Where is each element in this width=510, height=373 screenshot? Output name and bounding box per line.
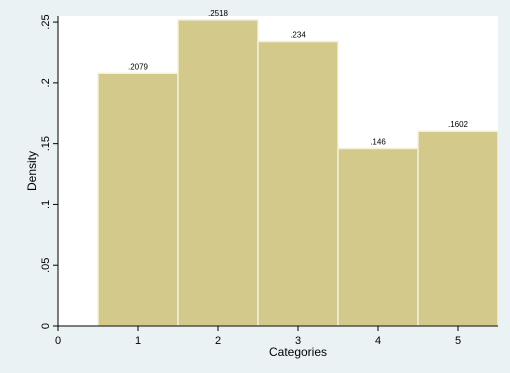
data-label-1: .2079 <box>128 62 149 71</box>
x-tick-label: 1 <box>135 335 141 347</box>
data-label-2: .2518 <box>208 9 229 18</box>
x-tick-label: 0 <box>55 335 61 347</box>
bar-4 <box>337 147 419 327</box>
data-label-5: .1602 <box>448 120 469 129</box>
y-tick-label: .1 <box>40 200 52 209</box>
x-tick-label: 4 <box>375 335 381 347</box>
x-tick-label: 3 <box>295 335 301 347</box>
data-labels-group: .2079 .2518 .234 .146 .1602 <box>128 9 469 147</box>
x-ticks-group: 0 1 2 3 4 5 <box>55 326 461 347</box>
x-tick-label: 5 <box>455 335 461 347</box>
y-axis-title: Density <box>25 151 39 191</box>
y-tick-label: .2 <box>40 78 52 87</box>
bars-group <box>97 19 499 327</box>
y-ticks-group: 0 .05 .1 .15 .2 .25 <box>40 14 58 329</box>
bar-5 <box>417 130 499 327</box>
bar-2 <box>177 19 259 327</box>
y-tick-label: 0 <box>40 323 52 329</box>
y-tick-label: .05 <box>40 258 52 273</box>
y-tick-label: .25 <box>40 14 52 29</box>
bar-3 <box>257 40 339 327</box>
y-tick-label: .15 <box>40 136 52 151</box>
data-label-3: .234 <box>290 31 306 40</box>
x-tick-label: 2 <box>215 335 221 347</box>
x-axis-title: Categories <box>269 345 327 359</box>
data-label-4: .146 <box>370 138 386 147</box>
bar-1 <box>97 72 179 327</box>
